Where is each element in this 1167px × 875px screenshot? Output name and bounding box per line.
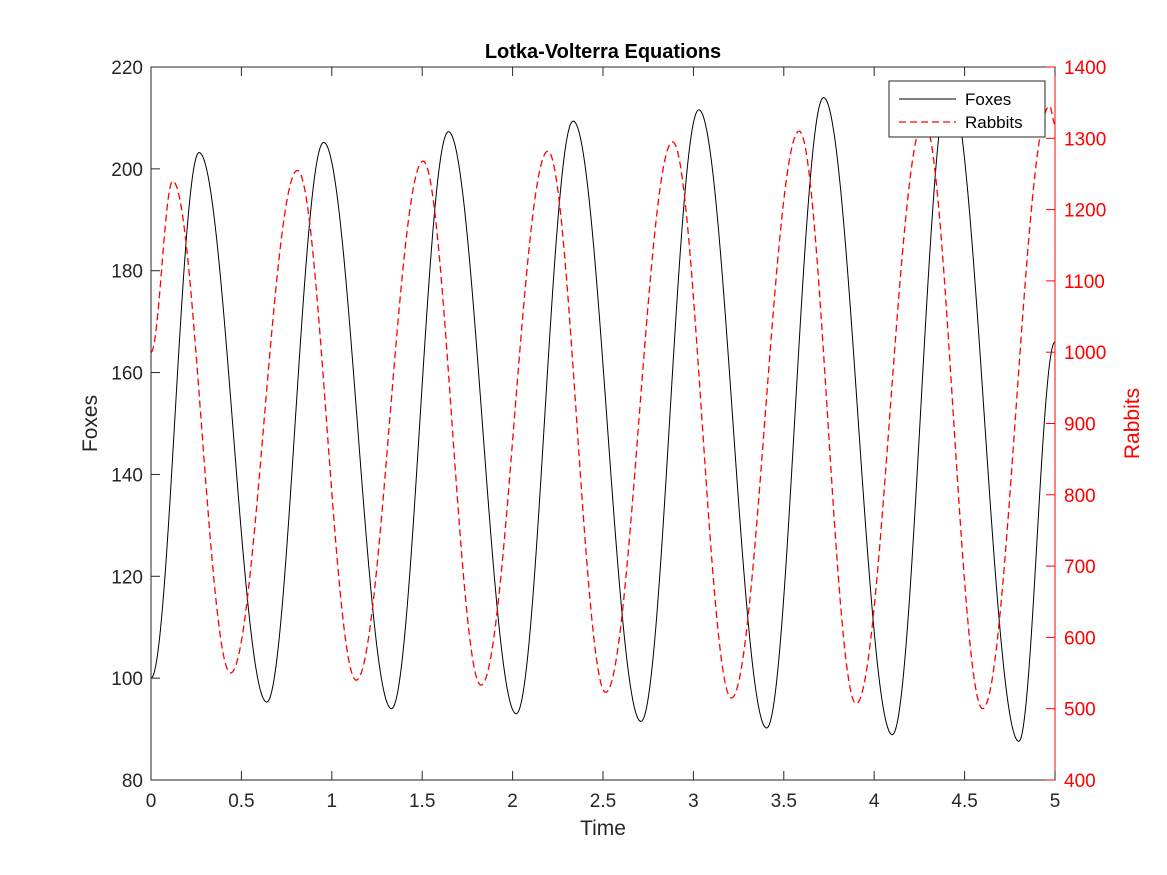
y-right-tick-label: 700 xyxy=(1064,557,1096,578)
y-left-tick-label: 100 xyxy=(111,669,143,690)
y-left-tick-label: 120 xyxy=(111,567,143,588)
x-tick-label: 2.5 xyxy=(590,791,616,812)
x-axis-title: Time xyxy=(580,817,626,840)
y-axis-left-title: Foxes xyxy=(79,395,102,452)
x-tick-label: 0.5 xyxy=(228,791,254,812)
y-right-tick-label: 1300 xyxy=(1064,129,1106,150)
y-left-tick-label: 80 xyxy=(122,771,143,792)
plot-content xyxy=(150,82,1056,742)
x-tick-label: 1.5 xyxy=(409,791,435,812)
y-left-tick-label: 200 xyxy=(111,160,143,181)
ticks: 0 0.5 1 1.5 2 2.5 3 3.5 4 4.5 5 80 100 120 140 160 180 20… xyxy=(111,58,1106,812)
legend-label-foxes: Foxes xyxy=(965,90,1011,109)
series-line-foxes xyxy=(150,82,1056,742)
legend: Foxes Rabbits xyxy=(888,80,1046,138)
y-right-tick-label: 400 xyxy=(1064,771,1096,792)
y-right-tick-label: 500 xyxy=(1064,700,1096,721)
x-tick-label: 0 xyxy=(146,791,157,812)
legend-label-rabbits: Rabbits xyxy=(965,113,1023,132)
x-tick-label: 2 xyxy=(507,791,518,812)
chart-title: Lotka-Volterra Equations xyxy=(485,41,721,63)
x-tick-label: 4 xyxy=(869,791,880,812)
y-left-tick-label: 220 xyxy=(111,58,143,79)
y-left-tick-label: 160 xyxy=(111,364,143,385)
y-axis-right-title: Rabbits xyxy=(1121,388,1144,459)
y-right-tick-label: 900 xyxy=(1064,415,1096,436)
y-right-tick-label: 1100 xyxy=(1064,272,1105,293)
y-left-tick-label: 140 xyxy=(111,465,143,486)
x-tick-label: 4.5 xyxy=(951,791,977,812)
legend-box xyxy=(888,80,1046,138)
y-right-tick-label: 600 xyxy=(1064,628,1096,649)
y-right-tick-label: 1400 xyxy=(1064,58,1106,79)
x-tick-label: 1 xyxy=(327,791,338,812)
x-tick-label: 5 xyxy=(1050,791,1061,812)
y-right-tick-label: 800 xyxy=(1064,486,1096,507)
y-right-tick-label: 1000 xyxy=(1064,343,1106,364)
y-right-tick-label: 1200 xyxy=(1064,201,1106,222)
series-line-rabbits xyxy=(150,105,1056,710)
x-tick-label: 3.5 xyxy=(771,791,797,812)
x-tick-label: 3 xyxy=(688,791,699,812)
y-left-tick-label: 180 xyxy=(111,262,143,283)
